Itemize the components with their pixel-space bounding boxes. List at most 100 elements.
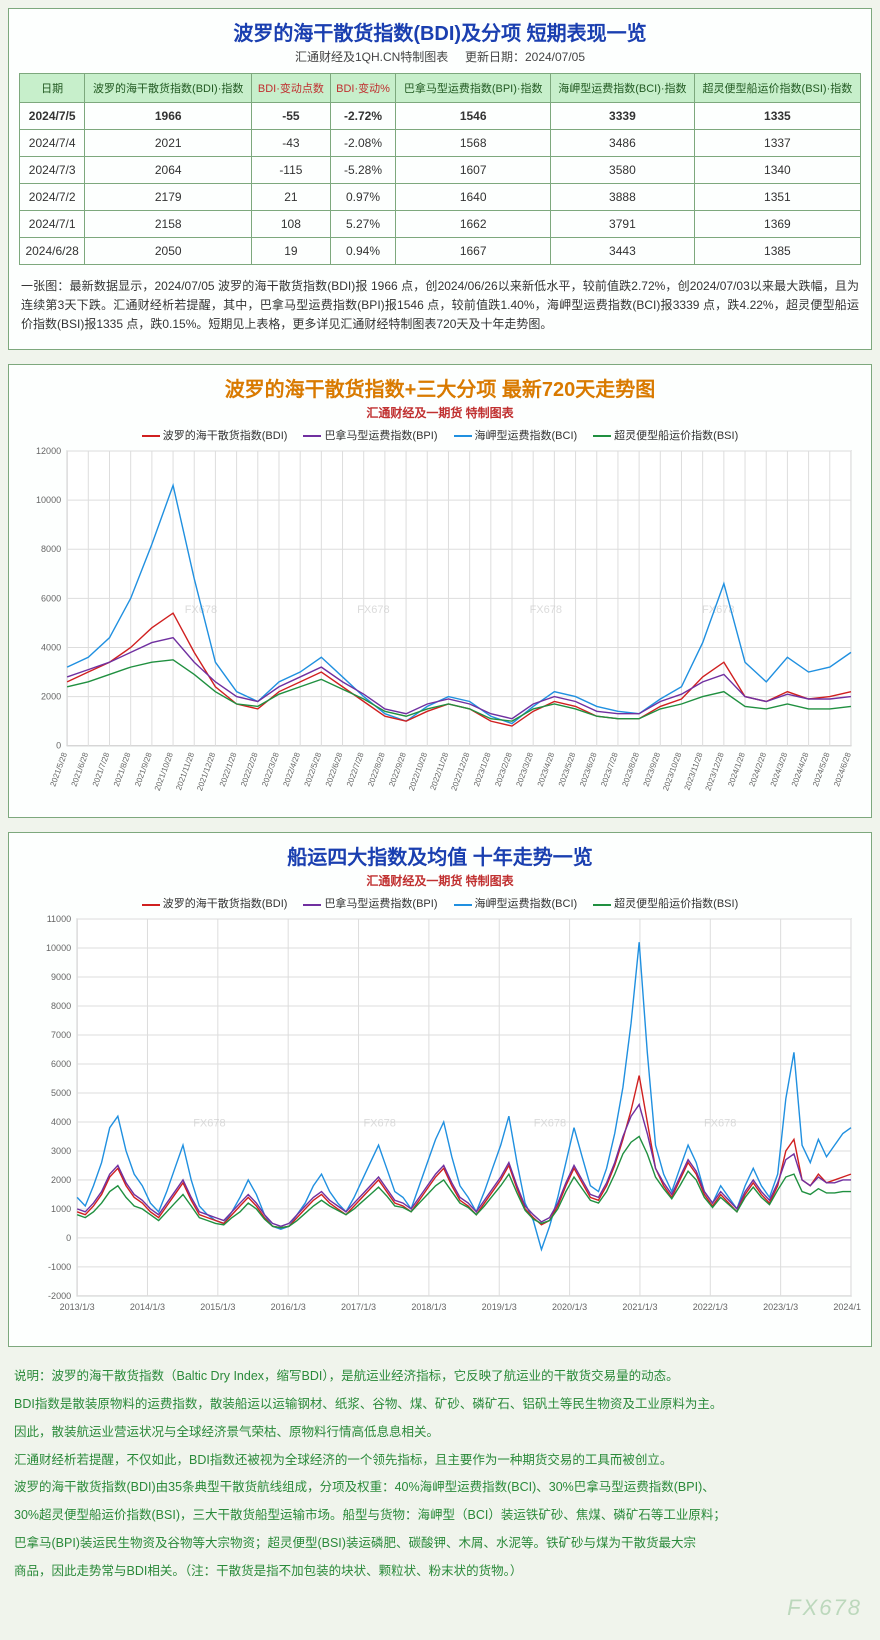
table-cell: 1337 [694,130,860,157]
legend-item: 巴拿马型运费指数(BPI) [303,430,437,442]
svg-text:8000: 8000 [41,544,61,554]
table-cell: 2021 [85,130,252,157]
table-header-row: 日期波罗的海干散货指数(BDI)·指数BDI·变动点数BDI·变动%巴拿马型运费… [20,74,861,103]
subtitle-right: 更新日期：2024/07/05 [465,50,585,64]
chart720-legend: 波罗的海干散货指数(BDI)巴拿马型运费指数(BPI)海岬型运费指数(BCI)超… [19,427,861,443]
svg-text:FX678: FX678 [193,1118,225,1130]
legend-item: 波罗的海干散货指数(BDI) [142,430,288,442]
legend-swatch [593,904,611,906]
chart720-title: 波罗的海干散货指数+三大分项 最新720天走势图 [19,373,861,402]
svg-text:2023/10/28: 2023/10/28 [661,750,683,791]
svg-text:5000: 5000 [51,1088,71,1098]
svg-text:2022/1/3: 2022/1/3 [693,1302,728,1312]
legend-item: 超灵便型船运价指数(BSI) [593,898,738,910]
svg-text:2023/8/28: 2023/8/28 [620,750,641,787]
svg-text:10000: 10000 [36,495,61,505]
svg-text:2015/1/3: 2015/1/3 [200,1302,235,1312]
svg-text:2023/6/28: 2023/6/28 [578,750,599,787]
svg-text:1000: 1000 [51,1204,71,1214]
table-cell: 1966 [85,103,252,130]
footer-brand: FX678 [8,1591,872,1621]
table-cell: -5.28% [330,157,396,184]
svg-text:2021/6/28: 2021/6/28 [70,750,91,787]
svg-text:2022/6/28: 2022/6/28 [324,750,345,787]
svg-text:2022/1/28: 2022/1/28 [218,750,239,787]
chart720-svg: 0200040006000800010000120002021/5/282021… [19,447,861,808]
svg-text:2024/1/28: 2024/1/28 [726,750,747,787]
svg-text:0: 0 [56,740,61,750]
svg-text:2022/10/28: 2022/10/28 [407,750,429,791]
explanation-line: 汇通财经析若提醒，不仅如此，BDI指数还被视为全球经济的一个领先指标，且主要作为… [14,1449,866,1473]
explanation-block: 说明：波罗的海干散货指数（Baltic Dry Index，缩写BDI），是航运… [8,1361,872,1591]
explanation-line: BDI指数是散装原物料的运费指数，散装船运以运输钢材、纸浆、谷物、煤、矿砂、磷矿… [14,1393,866,1417]
table-row: 2024/7/51966-55-2.72%154633391335 [20,103,861,130]
table-header-cell: 波罗的海干散货指数(BDI)·指数 [85,74,252,103]
table-cell: 1662 [396,211,551,238]
table-row: 2024/7/32064-115-5.28%160735801340 [20,157,861,184]
svg-text:2023/4/28: 2023/4/28 [536,750,557,787]
legend-item: 海岬型运费指数(BCI) [454,898,578,910]
svg-text:2023/12/28: 2023/12/28 [704,750,726,791]
svg-text:2023/1/28: 2023/1/28 [472,750,493,787]
legend-swatch [454,904,472,906]
explanation-line: 波罗的海干散货指数(BDI)由35条典型干散货航线组成，分项及权重：40%海岬型… [14,1476,866,1500]
svg-text:2022/5/28: 2022/5/28 [303,750,324,787]
svg-text:FX678: FX678 [534,1118,566,1130]
legend-item: 巴拿马型运费指数(BPI) [303,898,437,910]
svg-text:2022/3/28: 2022/3/28 [260,750,281,787]
svg-text:FX678: FX678 [357,604,389,616]
svg-text:2023/3/28: 2023/3/28 [514,750,535,787]
svg-text:7000: 7000 [51,1030,71,1040]
svg-text:-2000: -2000 [48,1291,71,1301]
table-cell: 0.97% [330,184,396,211]
explanation-line: 说明：波罗的海干散货指数（Baltic Dry Index，缩写BDI），是航运… [14,1365,866,1389]
table-cell: -2.72% [330,103,396,130]
legend-swatch [303,435,321,437]
explanation-line: 巴拿马(BPI)装运民生物资及谷物等大宗物资；超灵便型(BSI)装运磷肥、碳酸钾… [14,1532,866,1556]
svg-text:2022/2/28: 2022/2/28 [239,750,260,787]
svg-text:2021/9/28: 2021/9/28 [133,750,154,787]
svg-text:2020/1/3: 2020/1/3 [552,1302,587,1312]
table-cell: 0.94% [330,238,396,265]
svg-text:2023/9/28: 2023/9/28 [642,750,663,787]
table-header-cell: 超灵便型船运价指数(BSI)·指数 [694,74,860,103]
svg-text:2019/1/3: 2019/1/3 [482,1302,517,1312]
table-subtitle: 汇通财经及1QH.CN特制图表 更新日期：2024/07/05 [19,48,861,65]
svg-text:FX678: FX678 [704,1118,736,1130]
legend-swatch [142,904,160,906]
svg-text:6000: 6000 [51,1059,71,1069]
svg-text:2014/1/3: 2014/1/3 [130,1302,165,1312]
table-cell: 1385 [694,238,860,265]
table-header-cell: 海岬型运费指数(BCI)·指数 [551,74,695,103]
legend-swatch [454,435,472,437]
legend-swatch [142,435,160,437]
table-header-cell: 日期 [20,74,85,103]
explanation-line: 商品，因此走势常与BDI相关。（注：干散货是指不加包装的块状、颗粒状、粉末状的货… [14,1560,866,1584]
legend-item: 波罗的海干散货指数(BDI) [142,898,288,910]
table-cell: 5.27% [330,211,396,238]
svg-text:10000: 10000 [46,943,71,953]
svg-text:0: 0 [66,1233,71,1243]
table-cell: -55 [252,103,331,130]
svg-text:2021/11/28: 2021/11/28 [174,750,196,791]
table-cell: 2024/7/5 [20,103,85,130]
explanation-line: 因此，散装航运业营运状况与全球经济景气荣枯、原物料行情高低息息相关。 [14,1421,866,1445]
chart720-wrap: 0200040006000800010000120002021/5/282021… [19,447,861,808]
svg-text:11000: 11000 [47,915,71,924]
svg-text:9000: 9000 [51,972,71,982]
table-cell: 1335 [694,103,860,130]
table-note: 一张图：最新数据显示，2024/07/05 波罗的海干散货指数(BDI)报 19… [19,273,861,339]
svg-text:2021/12/28: 2021/12/28 [195,750,217,791]
svg-text:2022/7/28: 2022/7/28 [345,750,366,787]
svg-text:2024/6/28: 2024/6/28 [832,750,853,787]
table-cell: 1667 [396,238,551,265]
svg-text:2017/1/3: 2017/1/3 [341,1302,376,1312]
table-cell: 3791 [551,211,695,238]
table-row: 2024/7/22179210.97%164038881351 [20,184,861,211]
chart-720-panel: 波罗的海干散货指数+三大分项 最新720天走势图 汇通财经及一期货 特制图表 波… [8,364,872,819]
table-header-cell: BDI·变动% [330,74,396,103]
table-cell: 2024/7/3 [20,157,85,184]
svg-text:2022/11/28: 2022/11/28 [428,750,450,791]
chart10y-svg: -2000-1000010002000300040005000600070008… [19,915,861,1336]
svg-text:2022/8/28: 2022/8/28 [366,750,387,787]
